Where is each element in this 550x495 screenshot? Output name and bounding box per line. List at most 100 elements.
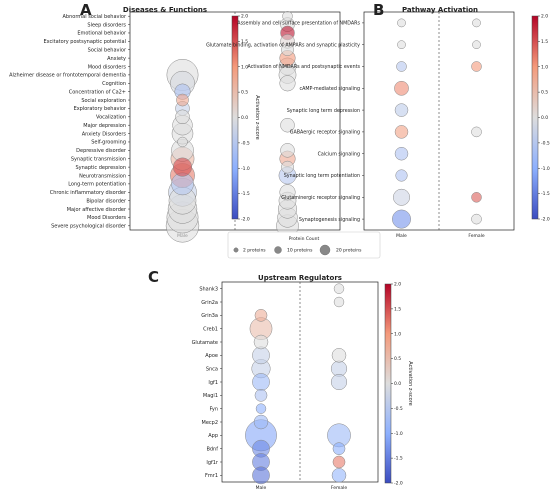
colorbar-tick-label: -0.5 xyxy=(394,406,403,412)
colorbar-tick-label: 0.0 xyxy=(241,115,248,121)
bubble-point xyxy=(395,169,408,182)
legend-title: Protein Count xyxy=(289,236,320,242)
y-tick-label: cAMP-mediated signaling xyxy=(299,86,360,92)
bubble-point xyxy=(331,348,347,363)
colorbar-tick-label: 2.0 xyxy=(394,282,401,288)
bubble-point xyxy=(394,146,409,161)
bubble-point xyxy=(279,75,296,92)
bubble-point xyxy=(282,10,293,22)
chart-title: Pathway Activation xyxy=(402,6,478,14)
x-tick-label: Female xyxy=(468,233,485,239)
legend-label: 10 proteins xyxy=(287,248,313,254)
bubble-point xyxy=(332,455,346,469)
y-tick-label: Chronic inflammatory disorder xyxy=(50,190,127,196)
y-tick-label: Mecp2 xyxy=(202,420,219,426)
y-tick-label: Exploratory behavior xyxy=(74,106,127,112)
colorbar-tick-label: 1.5 xyxy=(541,39,548,45)
y-tick-label: Glutaminergic receptor signaling xyxy=(281,195,360,201)
y-tick-label: Social behavior xyxy=(88,47,127,53)
bubble-point xyxy=(333,296,345,308)
y-tick-label: Fmr1 xyxy=(205,473,218,479)
panel-c: C Upstream Regulators Male Female Shank3 Grin… xyxy=(148,268,413,491)
panel-b: B Pathway Activation Male Female Assembly an… xyxy=(206,1,550,239)
y-tick-label: Major affective disorder xyxy=(67,207,127,213)
colorbar-tick-label: -1.5 xyxy=(541,191,550,197)
chart-title: Diseases & Functions xyxy=(123,6,207,14)
bubble-point xyxy=(393,188,410,206)
bubble-point xyxy=(253,414,269,430)
bubble-point xyxy=(254,389,268,402)
y-tick-label: Mood Disorders xyxy=(87,215,126,221)
panel-letter: B xyxy=(373,1,384,19)
colorbar-tick-label: 0.0 xyxy=(394,381,401,387)
colorbar-tick-label: -1.0 xyxy=(241,166,250,172)
colorbar-tick-label: 1.5 xyxy=(394,306,401,312)
bubble-point xyxy=(397,18,406,28)
colorbar-tick-label: -0.5 xyxy=(541,140,550,146)
y-tick-label: Vocalization xyxy=(96,115,126,121)
y-tick-label: Long-term potentiation xyxy=(68,182,126,188)
y-tick-label: Magi1 xyxy=(203,393,218,399)
x-tick-label: Male xyxy=(396,233,407,239)
bubble-point xyxy=(281,160,294,174)
bubble-point xyxy=(253,334,269,350)
bubble-point xyxy=(394,125,409,139)
y-tick-label: Calcium signaling xyxy=(318,151,360,157)
legend-swatch xyxy=(274,246,282,254)
bubble-point xyxy=(252,466,270,485)
y-tick-label: Creb1 xyxy=(203,326,218,332)
colorbar-tick-label: 1.0 xyxy=(541,64,548,70)
y-tick-label: Bdnf xyxy=(206,446,218,452)
y-tick-label: Depressive disorder xyxy=(76,148,127,154)
y-tick-label: Synaptic long term depression xyxy=(287,108,360,114)
colorbar-tick-label: 1.0 xyxy=(241,64,248,70)
x-tick-label: Female xyxy=(331,485,348,491)
bubble-point xyxy=(471,61,482,72)
bubble-point xyxy=(175,109,190,125)
legend-swatch xyxy=(233,247,239,253)
colorbar-tick-label: -2.0 xyxy=(241,217,250,223)
colorbar-label: Activation z-score xyxy=(254,95,260,140)
y-tick-label: Shank3 xyxy=(199,286,218,292)
y-tick-label: Sleep disorders xyxy=(87,22,126,28)
colorbar xyxy=(384,283,392,484)
y-tick-label: Mood disorders xyxy=(88,64,127,70)
bubble-point xyxy=(252,373,270,391)
bubble-point xyxy=(279,184,296,201)
colorbar-tick-label: 0.5 xyxy=(241,90,248,96)
colorbar-tick-label: -2.0 xyxy=(541,217,550,223)
colorbar-tick-label: 2.0 xyxy=(541,14,548,20)
bubble-point xyxy=(397,40,406,50)
y-tick-label: Snca xyxy=(206,366,218,372)
bubble-point xyxy=(331,468,347,483)
colorbar-tick-label: 1.0 xyxy=(394,331,401,337)
colorbar-tick-label: 2.0 xyxy=(241,14,248,20)
y-tick-label: Glutamate binding, activation of AMPARs … xyxy=(206,42,360,48)
y-tick-label: Major depression xyxy=(83,123,126,129)
y-tick-label: Emotional behavior xyxy=(77,31,127,37)
legend-label: 20 proteins xyxy=(336,248,362,254)
bubble-point xyxy=(254,309,268,322)
y-tick-label: Self-grooming xyxy=(91,140,126,146)
bubble-point xyxy=(176,93,189,107)
y-tick-label: Igf1r xyxy=(206,460,219,466)
bubble-point xyxy=(394,103,409,117)
colorbar-tick-label: -0.5 xyxy=(241,140,250,146)
y-tick-label: Fyn xyxy=(209,406,218,412)
colorbar-tick-label: -2.0 xyxy=(394,481,403,487)
legend-swatch xyxy=(319,244,331,256)
size-legend: Protein Count 2 proteins 10 proteins 20 pro… xyxy=(227,231,381,259)
bubble-point xyxy=(392,209,411,229)
y-tick-label: Synaptogenesis signaling xyxy=(299,217,360,223)
colorbar-tick-label: -1.5 xyxy=(241,191,250,197)
legend-label: 2 proteins xyxy=(243,248,266,254)
y-tick-label: Synaptic transmission xyxy=(71,156,126,162)
bubble-point xyxy=(396,61,407,72)
colorbar-tick-label: -1.5 xyxy=(394,456,403,462)
y-tick-label: Synaptic depression xyxy=(75,165,126,171)
y-tick-label: Igf1 xyxy=(208,380,218,386)
y-tick-label: Neurotransmission xyxy=(79,173,126,179)
y-tick-label: Alzheimer disease or frontotemporal deme… xyxy=(9,73,126,79)
